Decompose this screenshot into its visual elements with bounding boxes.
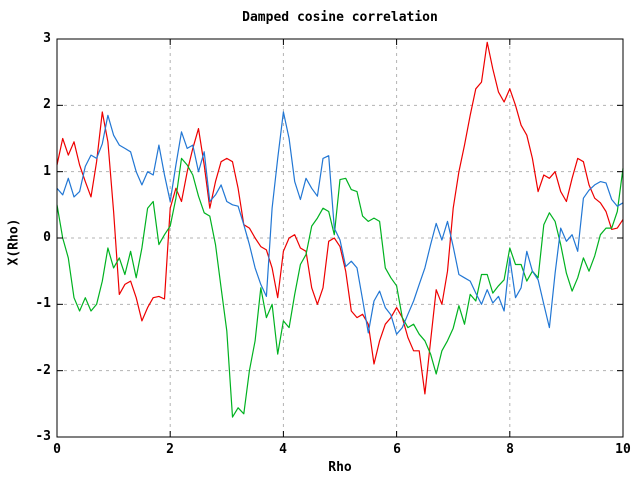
- series-red-line: [56, 41, 624, 395]
- y-tick-label: 1: [43, 164, 51, 179]
- x-tick-label: 6: [393, 442, 401, 457]
- x-tick-label: 0: [53, 442, 61, 457]
- y-tick-label: 2: [43, 97, 51, 112]
- x-tick-label: 10: [615, 442, 631, 457]
- series-blue-line: [56, 111, 624, 335]
- x-tick-label: 8: [506, 442, 514, 457]
- y-tick-label: 0: [43, 230, 51, 245]
- y-tick-label: 3: [43, 31, 51, 46]
- x-tick-label: 4: [279, 442, 287, 457]
- x-tick-label: 2: [166, 442, 174, 457]
- chart-title: Damped cosine correlation: [242, 10, 438, 25]
- series-green-line: [56, 157, 624, 418]
- y-tick-label: -3: [35, 429, 51, 444]
- y-tick-label: -1: [35, 296, 51, 311]
- y-tick-label: -2: [35, 363, 51, 378]
- x-axis-label: Rho: [328, 460, 352, 475]
